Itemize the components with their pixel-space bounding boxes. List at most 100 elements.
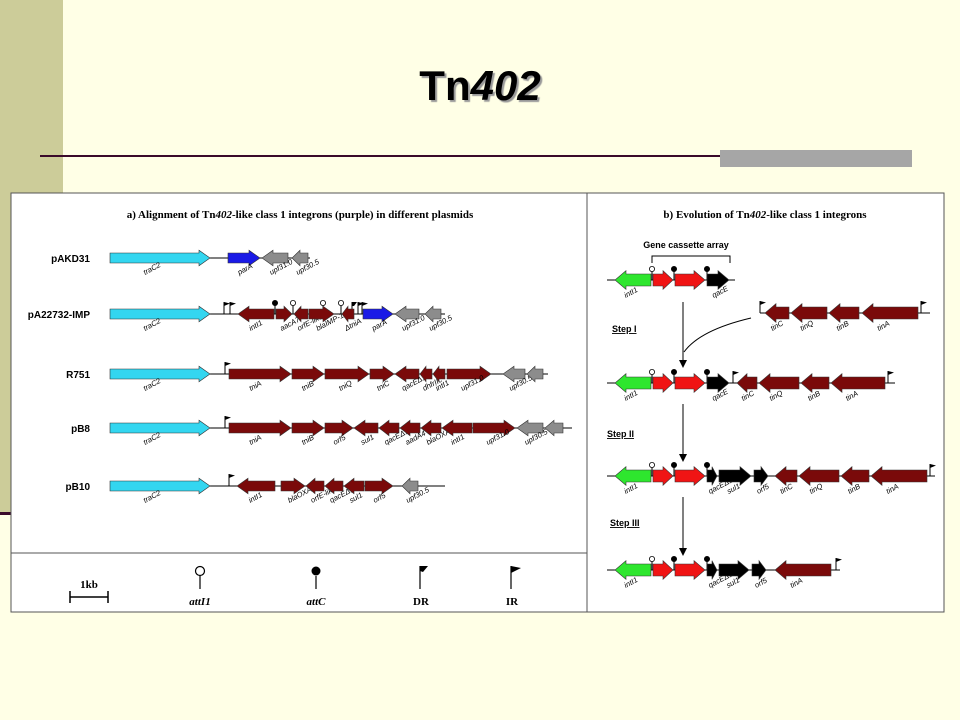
step3-row-gene-0-arrow: [614, 560, 652, 580]
gene-1-arrow: [228, 365, 292, 383]
step-label-2: Step II: [607, 429, 634, 439]
step3-row-gene-9-arrow: [774, 560, 832, 580]
step2-row-gene-6-arrow: [706, 466, 718, 486]
cassette-label: Gene cassette array: [643, 240, 729, 250]
ancestor-row-gene-2-arrow: [652, 270, 674, 290]
tin-module-row-gene-1-arrow: [764, 303, 790, 323]
step2-row-gene-4-arrow: [674, 466, 706, 486]
gene-1-arrow: [228, 419, 292, 437]
gene-7-arrow: [394, 305, 420, 323]
step1-row: intI1 qacE tinC tinQ tinB tinA: [607, 368, 895, 403]
gene-3-arrow: [324, 419, 354, 437]
step3-row-gene-2-arrow: [652, 560, 674, 580]
gene-4-arrow: [324, 477, 344, 495]
step3-row-gene-8-arrow: [751, 559, 767, 581]
step2-row-gene-0-arrow: [614, 466, 652, 486]
gene-1-arrow: [227, 249, 261, 267]
step1-row-gene-9-arrow: [758, 373, 800, 393]
step3-row-gene-4-arrow: [674, 560, 706, 580]
ir-marker-head: [733, 371, 739, 375]
plasmid-name: R751: [66, 370, 90, 381]
ir-marker-head: [362, 302, 368, 306]
ir-marker-head: [229, 474, 235, 478]
dr-marker-head: [352, 302, 357, 306]
gene-6-arrow: [362, 305, 394, 323]
step2-row-gene-2-arrow: [652, 466, 674, 486]
attc-marker: [704, 265, 711, 272]
step2-row-gene-11-arrow: [840, 466, 870, 486]
plasmid-name: pAKD31: [51, 254, 90, 265]
gene-9-arrow: [472, 419, 516, 437]
step3-row-gene-7-arrow: [718, 560, 750, 580]
ir-marker-head: [921, 301, 927, 305]
panel-b-title: b) Evolution of Tn402-like class 1 integ…: [663, 209, 867, 221]
gene-0-arrow: [109, 365, 211, 383]
gene-5-arrow: [378, 419, 400, 437]
gene-2-arrow: [291, 365, 325, 383]
step-label-3: Step III: [610, 518, 640, 528]
ancestor-row-gene-0-arrow: [614, 270, 652, 290]
panel-a-title: a) Alignment of Tn402-like class 1 integ…: [127, 209, 474, 221]
gene-2-arrow: [261, 249, 289, 267]
gene-5-arrow: [341, 305, 355, 323]
attc-marker: [704, 368, 711, 375]
gene-5-arrow: [343, 477, 365, 495]
atti1-marker: [289, 299, 296, 306]
ir-marker-head: [358, 302, 364, 306]
ir-marker-head: [224, 302, 230, 306]
step2-row-gene-9-arrow: [774, 466, 798, 486]
gene-6-arrow: [399, 419, 421, 437]
atti1-legend: attI1: [189, 565, 211, 608]
ancestor-row-gene-6-arrow: [706, 270, 730, 290]
gene-9-arrow: [502, 365, 526, 383]
atti1-marker: [319, 299, 326, 306]
dr-symbol: [420, 566, 428, 572]
ir-label: IR: [506, 596, 519, 608]
gene-7-arrow: [401, 477, 419, 495]
dr-legend: DR: [413, 566, 430, 608]
ir-marker-head: [930, 464, 936, 468]
gene-0-arrow: [109, 249, 211, 267]
gene-3-arrow: [293, 305, 309, 323]
attc-label: attC: [307, 596, 327, 608]
evolution-arrows: [679, 302, 752, 556]
title-rule: [40, 155, 912, 157]
step2-row-gene-8-arrow: [753, 465, 769, 487]
step1-row-gene-0-arrow: [614, 373, 652, 393]
gene-8-arrow: [441, 419, 473, 437]
ir-symbol: [511, 566, 521, 573]
step1-row-gene-2-arrow: [652, 373, 674, 393]
gene-4-arrow: [308, 305, 335, 323]
gene-7-arrow: [420, 419, 442, 437]
atti1-marker: [337, 299, 344, 306]
attc-marker: [671, 368, 678, 375]
legend: 1kb attI1 attC DR IR: [69, 565, 521, 608]
gene-2-arrow: [275, 305, 293, 323]
scale-label: 1kb: [80, 579, 98, 591]
tin-module-row: tinC tinQ tinB tinA: [759, 301, 930, 333]
ir-marker-head: [225, 362, 231, 366]
gene-10-arrow: [516, 419, 544, 437]
attc-marker: [271, 299, 278, 306]
atti1-symbol: [194, 565, 206, 577]
gene-10-arrow: [526, 365, 544, 383]
tin-module-row-gene-4-arrow: [861, 303, 919, 323]
step1-row-gene-11-arrow: [830, 373, 886, 393]
gene-1-arrow: [236, 477, 276, 495]
gene-6-arrow: [364, 477, 394, 495]
atti1-marker: [649, 368, 656, 375]
ir-marker-head: [225, 416, 231, 420]
ir-marker-head: [836, 558, 842, 562]
title-accent-bar: [720, 150, 912, 167]
step1-row-gene-10-arrow: [800, 373, 830, 393]
step3-row-gene-6-arrow: [706, 560, 718, 580]
gene-3-arrow: [324, 365, 370, 383]
gene-7-arrow: [432, 365, 446, 383]
ir-marker-head: [230, 302, 236, 306]
step-label-1: Step I: [612, 324, 637, 334]
step2-row-gene-12-arrow: [870, 466, 928, 486]
